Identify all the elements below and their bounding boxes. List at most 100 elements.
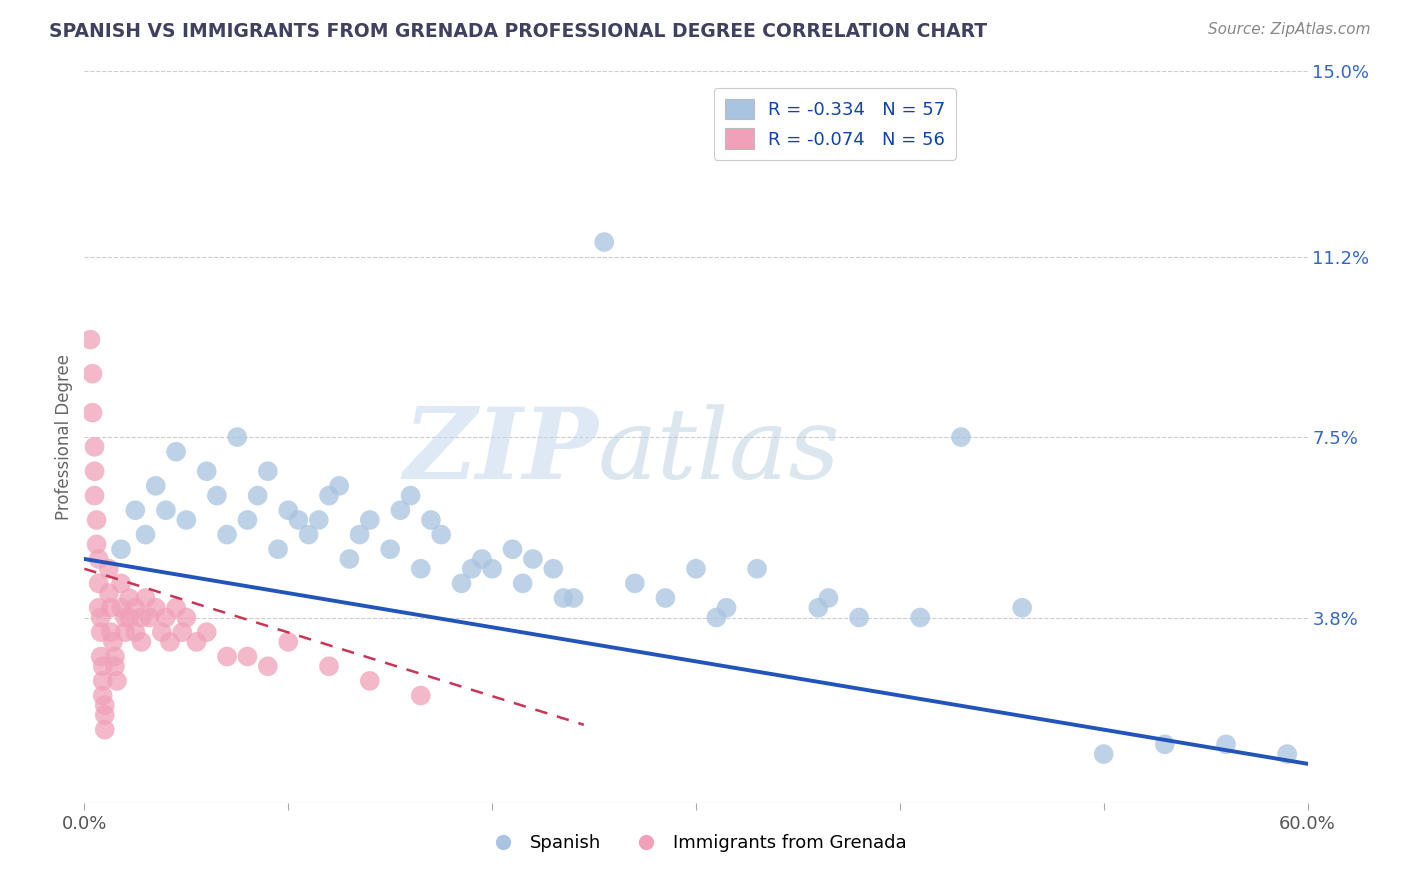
Point [716, 600, 738, 615]
Point [114, 625, 136, 640]
Point [359, 673, 381, 688]
Point [277, 635, 299, 649]
Point [118, 610, 141, 624]
Point [226, 430, 249, 444]
Point [430, 527, 453, 541]
Point [86, 513, 108, 527]
Point [287, 513, 309, 527]
Point [159, 635, 181, 649]
Y-axis label: Professional Degree: Professional Degree [55, 354, 73, 520]
Point [118, 591, 141, 605]
Point [481, 562, 503, 576]
Point [950, 430, 973, 444]
Point [562, 591, 585, 605]
Point [135, 591, 157, 605]
Point [1011, 600, 1033, 615]
Point [82, 367, 104, 381]
Point [308, 513, 330, 527]
Point [174, 610, 197, 624]
Point [135, 527, 157, 541]
Point [83, 489, 105, 503]
Point [91, 659, 114, 673]
Point [124, 503, 146, 517]
Point [471, 552, 494, 566]
Point [91, 689, 114, 703]
Point [461, 562, 484, 576]
Point [318, 489, 340, 503]
Point [217, 649, 239, 664]
Point [101, 635, 124, 649]
Point [131, 635, 153, 649]
Point [100, 625, 122, 640]
Point [318, 659, 340, 673]
Point [277, 503, 299, 517]
Point [267, 542, 290, 557]
Point [807, 600, 830, 615]
Point [165, 444, 187, 458]
Point [420, 513, 443, 527]
Point [90, 649, 112, 664]
Point [543, 562, 565, 576]
Point [298, 527, 321, 541]
Point [93, 708, 115, 723]
Point [97, 586, 120, 600]
Point [145, 479, 167, 493]
Text: ZIP: ZIP [404, 403, 598, 500]
Point [93, 698, 115, 713]
Text: Source: ZipAtlas.com: Source: ZipAtlas.com [1208, 22, 1371, 37]
Point [186, 635, 208, 649]
Point [450, 576, 472, 591]
Point [145, 600, 167, 615]
Point [502, 542, 524, 557]
Point [747, 562, 769, 576]
Point [124, 625, 146, 640]
Point [155, 610, 177, 624]
Point [131, 610, 153, 624]
Point [706, 610, 728, 624]
Point [195, 464, 218, 478]
Text: atlas: atlas [598, 404, 841, 500]
Point [110, 542, 132, 557]
Point [409, 689, 432, 703]
Point [83, 464, 105, 478]
Point [138, 610, 160, 624]
Point [83, 440, 105, 454]
Point [86, 537, 108, 551]
Point [104, 649, 127, 664]
Point [389, 503, 412, 517]
Point [246, 489, 269, 503]
Point [380, 542, 402, 557]
Point [257, 464, 280, 478]
Point [848, 610, 870, 624]
Point [105, 673, 128, 688]
Point [87, 552, 110, 566]
Point [349, 527, 371, 541]
Point [409, 562, 432, 576]
Point [165, 600, 187, 615]
Point [910, 610, 932, 624]
Point [97, 562, 120, 576]
Point [328, 479, 350, 493]
Point [512, 576, 534, 591]
Point [90, 625, 112, 640]
Point [1092, 747, 1115, 761]
Point [114, 610, 136, 624]
Point [172, 625, 194, 640]
Point [104, 659, 127, 673]
Point [91, 673, 114, 688]
Point [593, 235, 616, 249]
Point [1154, 737, 1177, 751]
Point [205, 489, 228, 503]
Point [236, 649, 259, 664]
Legend: Spanish, Immigrants from Grenada: Spanish, Immigrants from Grenada [478, 827, 914, 860]
Point [155, 503, 177, 517]
Point [174, 513, 197, 527]
Point [685, 562, 707, 576]
Point [93, 723, 115, 737]
Point [124, 600, 146, 615]
Point [257, 659, 280, 673]
Point [654, 591, 676, 605]
Point [195, 625, 218, 640]
Point [87, 576, 110, 591]
Point [82, 406, 104, 420]
